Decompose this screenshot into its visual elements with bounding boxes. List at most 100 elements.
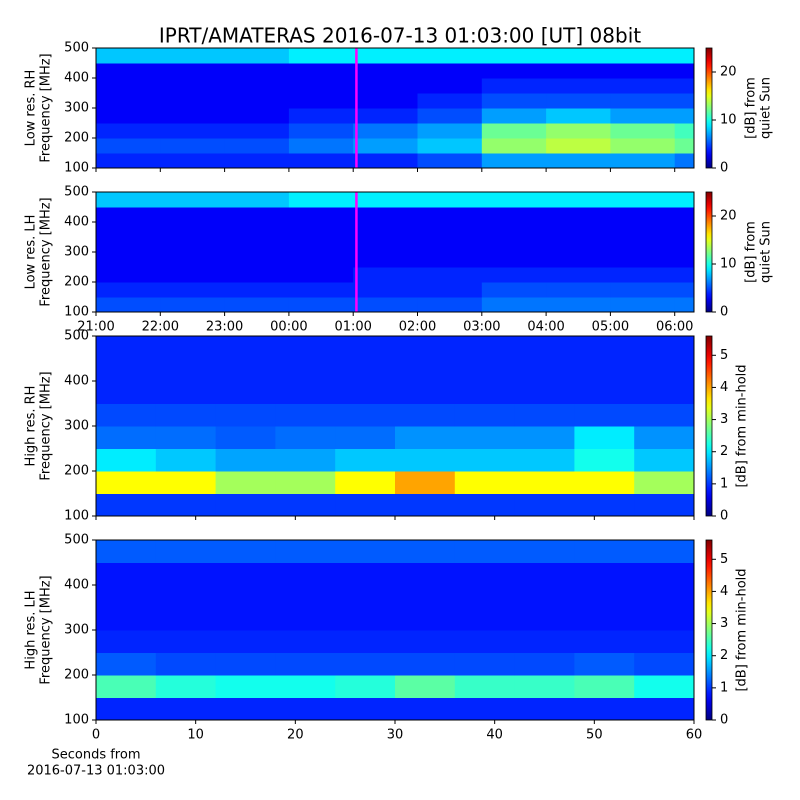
heatmap-cell bbox=[674, 93, 695, 109]
heatmap-cell bbox=[395, 607, 456, 631]
heatmap-cell bbox=[160, 63, 226, 79]
heatmap-cell bbox=[674, 123, 695, 139]
heatmap-cell bbox=[674, 78, 695, 94]
colorbar bbox=[705, 335, 713, 517]
heatmap-cell bbox=[574, 336, 635, 359]
x-tick-label: 50 bbox=[586, 728, 603, 743]
y-tick-label: 100 bbox=[64, 161, 89, 176]
heatmap-cell bbox=[454, 448, 516, 472]
colorbar-label: [dB] from min-hold bbox=[735, 568, 750, 691]
colorbar-tick-label: 20 bbox=[720, 65, 737, 80]
heatmap-cell bbox=[454, 426, 516, 449]
heatmap-cell bbox=[275, 336, 336, 359]
heatmap-cell bbox=[96, 108, 161, 124]
heatmap-cell bbox=[96, 471, 157, 494]
y-tick-label: 300 bbox=[64, 101, 89, 116]
y-axis-label: Frequency [MHz] bbox=[39, 53, 54, 162]
heatmap-cell bbox=[610, 138, 676, 154]
x-tick-label: 06:00 bbox=[656, 320, 693, 335]
x-axis-label: Seconds from bbox=[51, 748, 140, 763]
heatmap-cell bbox=[353, 297, 419, 313]
heatmap-cell bbox=[96, 358, 157, 382]
heatmap-cell bbox=[160, 267, 226, 283]
heatmap-cell bbox=[155, 403, 217, 427]
heatmap-cell bbox=[481, 222, 547, 238]
heatmap-cell bbox=[96, 675, 157, 698]
heatmap-cell bbox=[160, 123, 226, 139]
heatmap-cell bbox=[454, 585, 516, 608]
heatmap-cell bbox=[454, 493, 516, 517]
heatmap-cell bbox=[574, 471, 635, 494]
x-tick-label: 21:00 bbox=[77, 320, 114, 335]
heatmap-cell bbox=[215, 675, 276, 698]
heatmap-cell bbox=[574, 607, 635, 631]
heatmap-cell bbox=[634, 448, 695, 472]
heatmap-cell bbox=[353, 207, 419, 223]
heatmap-cell bbox=[335, 540, 396, 563]
heatmap-cell bbox=[574, 381, 635, 404]
heatmap-cell bbox=[288, 282, 354, 298]
heatmap-cell bbox=[395, 403, 456, 427]
heatmap-cell bbox=[417, 48, 483, 64]
heatmap-cell bbox=[546, 297, 611, 313]
heatmap-cell bbox=[224, 267, 290, 283]
heatmap-cell bbox=[288, 297, 354, 313]
heatmap-cell bbox=[335, 652, 396, 676]
heatmap-cell bbox=[155, 540, 217, 563]
colorbar-tick-label: 20 bbox=[720, 209, 737, 224]
heatmap-cell bbox=[96, 426, 157, 449]
heatmap-cell bbox=[96, 336, 157, 359]
heatmap-cell bbox=[160, 138, 226, 154]
heatmap-cell bbox=[574, 697, 635, 721]
heatmap-cell bbox=[155, 697, 217, 721]
colorbar-tick-label: 5 bbox=[720, 348, 728, 363]
y-axis-label: Frequency [MHz] bbox=[39, 575, 54, 684]
heatmap-cell bbox=[481, 108, 547, 124]
heatmap-cell bbox=[454, 652, 516, 676]
heatmap-cell bbox=[634, 675, 695, 698]
heatmap-cell bbox=[417, 207, 483, 223]
heatmap-cell bbox=[574, 426, 635, 449]
heatmap-cell bbox=[610, 297, 676, 313]
heatmap-cell bbox=[514, 403, 575, 427]
heatmap-cell bbox=[546, 48, 611, 64]
heatmap-cell bbox=[215, 630, 276, 653]
colorbar-tick-label: 0 bbox=[720, 509, 728, 524]
heatmap-cell bbox=[96, 267, 161, 283]
heatmap-cell bbox=[288, 63, 354, 79]
x-tick-label: 30 bbox=[387, 728, 404, 743]
heatmap-cell bbox=[417, 108, 483, 124]
heatmap-cell bbox=[155, 471, 217, 494]
heatmap-cell bbox=[275, 607, 336, 631]
y-tick-label: 300 bbox=[64, 419, 89, 434]
heatmap-cell bbox=[96, 607, 157, 631]
heatmap-cell bbox=[275, 448, 336, 472]
heatmap-cell bbox=[417, 78, 483, 94]
heatmap-cell bbox=[395, 562, 456, 586]
heatmap-cell bbox=[610, 48, 676, 64]
y-tick-label: 400 bbox=[64, 215, 89, 230]
heatmap-cell bbox=[215, 585, 276, 608]
heatmap-cell bbox=[155, 675, 217, 698]
heatmap-cell bbox=[215, 562, 276, 586]
heatmap-cell bbox=[514, 381, 575, 404]
heatmap-cell bbox=[514, 471, 575, 494]
heatmap-cell bbox=[514, 426, 575, 449]
heatmap-cell bbox=[481, 282, 547, 298]
heatmap-cell bbox=[215, 448, 276, 472]
heatmap-cell bbox=[275, 493, 336, 517]
colorbar-tick-label: 10 bbox=[720, 113, 737, 128]
heatmap-cell bbox=[574, 493, 635, 517]
heatmap-cell bbox=[574, 675, 635, 698]
colorbar bbox=[705, 47, 713, 169]
heatmap-cell bbox=[335, 336, 396, 359]
heatmap-cell bbox=[674, 138, 695, 154]
heatmap-cell bbox=[160, 222, 226, 238]
heatmap-cell bbox=[514, 585, 575, 608]
heatmap-cell bbox=[417, 297, 483, 313]
heatmap-cell bbox=[275, 358, 336, 382]
heatmap-cell bbox=[335, 471, 396, 494]
colorbar-tick-label: 1 bbox=[720, 476, 728, 491]
y-tick-label: 400 bbox=[64, 374, 89, 389]
heatmap-cell bbox=[335, 448, 396, 472]
